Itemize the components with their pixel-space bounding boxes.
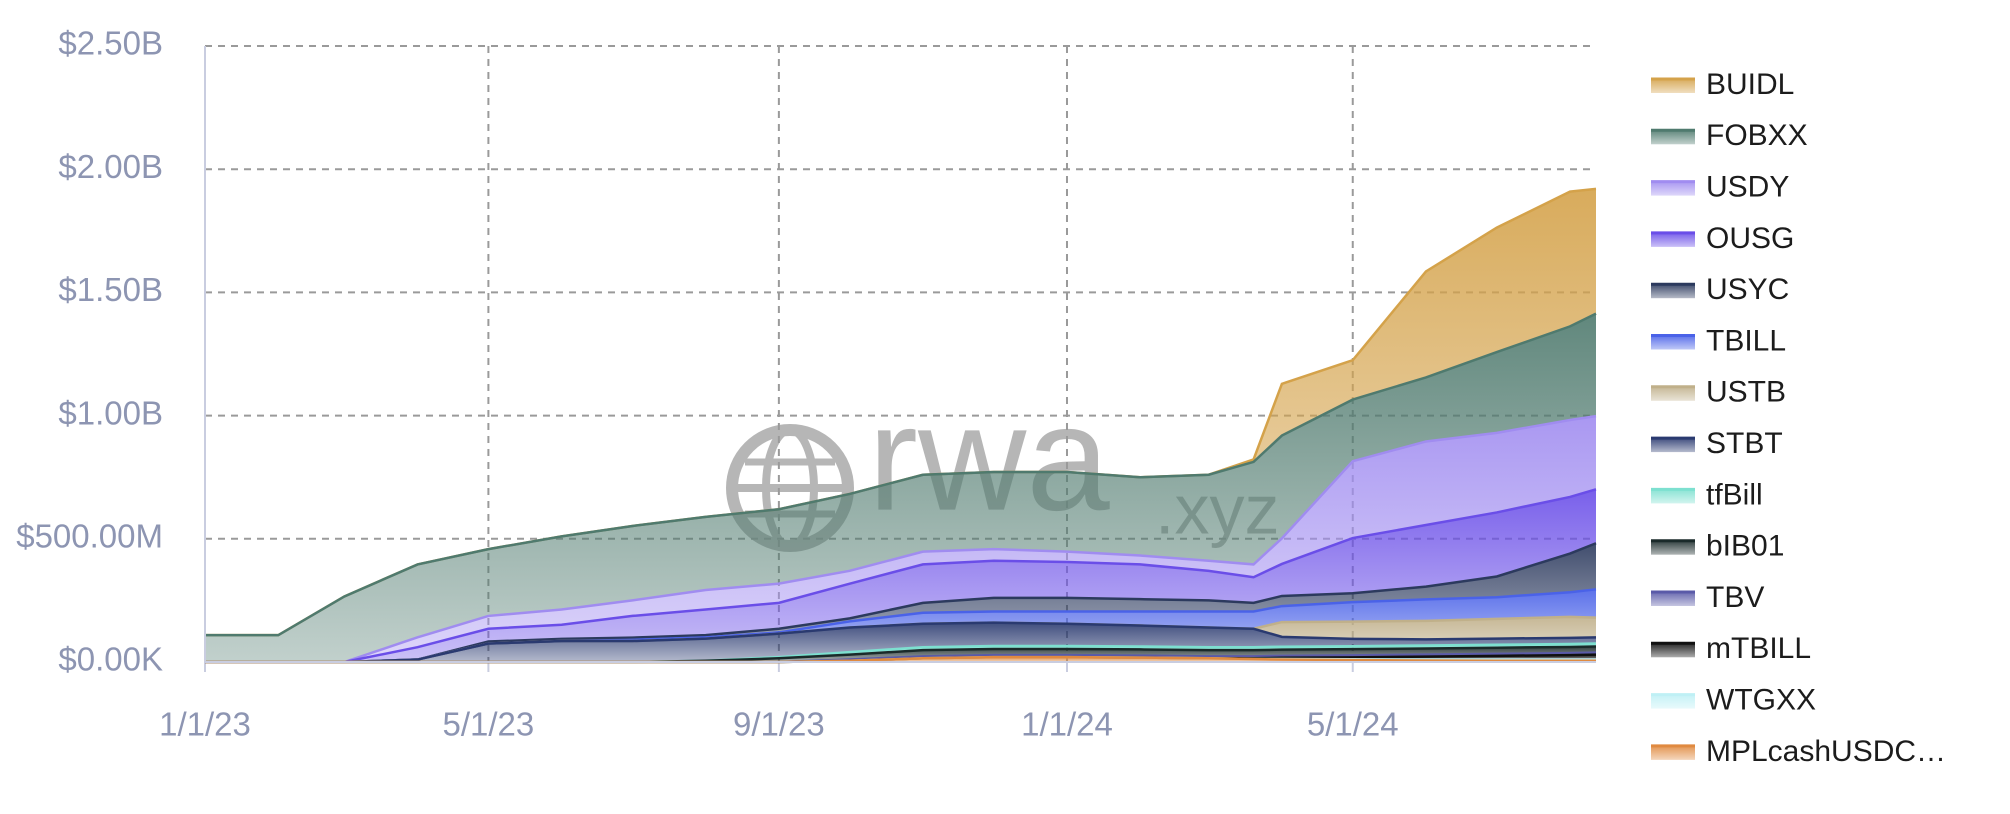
legend-swatch [1651,232,1695,247]
y-tick-label: $1.50B [58,271,163,308]
legend-label: FOBXX [1706,119,1808,152]
x-tick-label: 1/1/23 [159,706,251,743]
x-tick-label: 5/1/24 [1307,706,1399,743]
y-tick-label: $1.00B [58,394,163,431]
area [205,313,1596,662]
area-line [205,488,1597,664]
legend-swatch [1651,335,1695,350]
legend-label: tfBill [1706,478,1763,511]
y-tick-label: $0.00K [58,641,163,678]
y-tick-label: $2.50B [58,25,163,62]
legend-swatch [1651,438,1695,453]
area [205,543,1596,662]
legend-label: MPLcashUSDC… [1706,735,1946,768]
legend-label: TBILL [1706,324,1786,357]
legend-swatch [1651,284,1695,299]
legend-label: USYC [1706,273,1789,306]
y-tick-label: $2.00B [58,148,163,185]
legend-label: TBV [1706,581,1764,614]
legend-label: OUSG [1706,222,1794,255]
area [205,622,1596,662]
legend-label: BUIDL [1706,68,1794,101]
area-line [205,621,1597,664]
area [205,416,1596,662]
legend-swatch [1651,489,1695,504]
legend-swatch [1651,386,1695,401]
x-tick-label: 1/1/24 [1021,706,1113,743]
legend-swatch [1651,592,1695,606]
x-tick-label: 5/1/23 [443,706,535,743]
area-line [205,414,1597,664]
legend-swatch [1651,745,1695,760]
legend-label: USTB [1706,376,1786,409]
area [205,616,1596,662]
legend-swatch [1651,181,1695,196]
legend-label: STBT [1706,427,1783,460]
legend-swatch [1651,79,1695,93]
legend-swatch [1651,130,1695,145]
legend-swatch [1651,643,1695,658]
area-line [205,312,1597,637]
legend-label: bIB01 [1706,530,1784,563]
legend-label: USDY [1706,171,1789,204]
legend-swatch [1651,694,1695,709]
legend-swatch [1651,540,1695,555]
x-tick-label: 9/1/23 [733,706,825,743]
area [205,489,1596,662]
area [205,188,1596,636]
y-tick-label: $500.00M [16,518,163,555]
legend-label: mTBILL [1706,632,1811,665]
legend-label: WTGXX [1706,684,1816,717]
